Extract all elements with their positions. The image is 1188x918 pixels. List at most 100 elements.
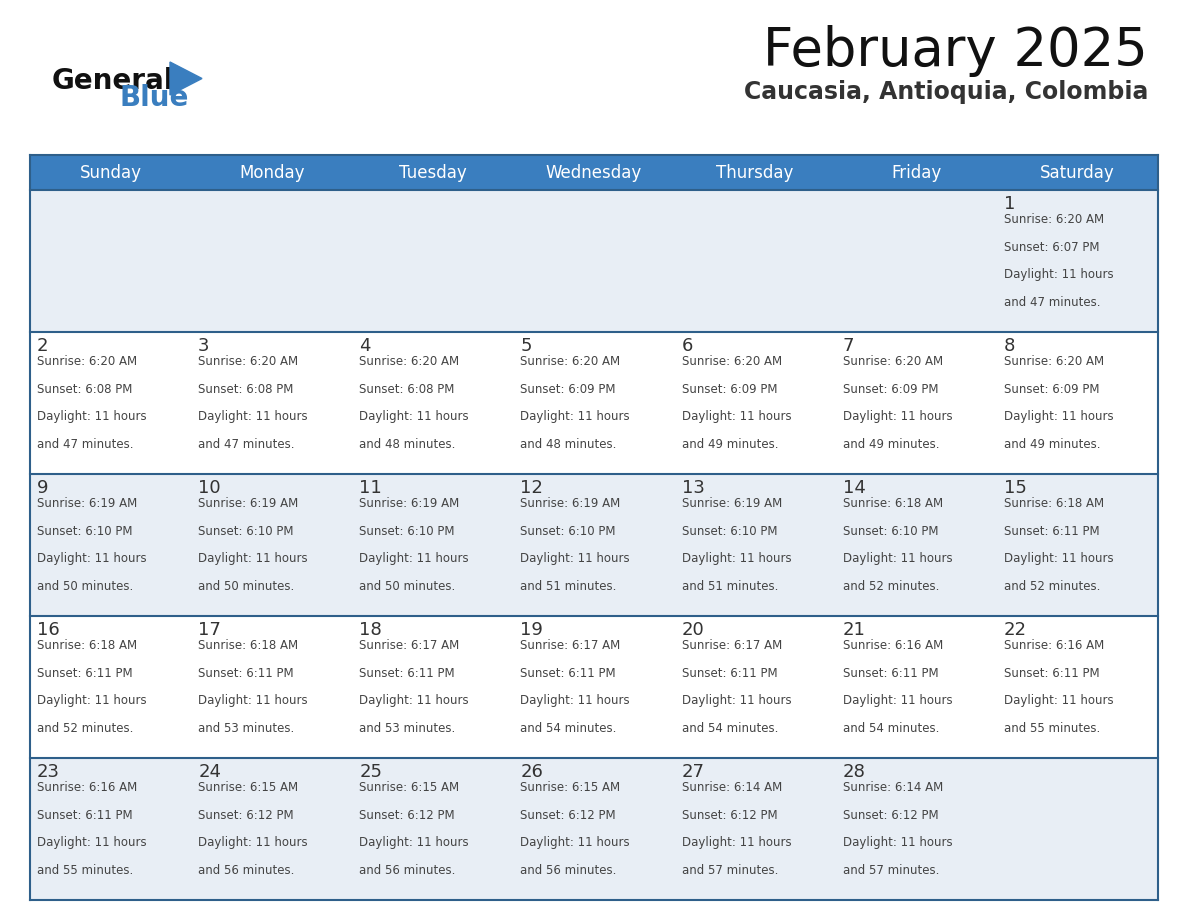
Text: and 53 minutes.: and 53 minutes. (359, 722, 455, 735)
Bar (191, 758, 353, 900)
Text: Monday: Monday (239, 163, 304, 182)
Text: Daylight: 11 hours: Daylight: 11 hours (842, 694, 953, 708)
Bar (353, 474, 513, 616)
Text: Sunrise: 6:20 AM: Sunrise: 6:20 AM (682, 355, 782, 368)
Text: Sunrise: 6:20 AM: Sunrise: 6:20 AM (1004, 355, 1104, 368)
Text: Sunrise: 6:19 AM: Sunrise: 6:19 AM (682, 497, 782, 510)
Text: 22: 22 (1004, 621, 1026, 639)
Text: Sunrise: 6:18 AM: Sunrise: 6:18 AM (37, 639, 137, 652)
Text: Sunrise: 6:18 AM: Sunrise: 6:18 AM (198, 639, 298, 652)
Text: Sunset: 6:10 PM: Sunset: 6:10 PM (842, 525, 939, 538)
Text: Daylight: 11 hours: Daylight: 11 hours (37, 410, 146, 423)
Bar (675, 190, 835, 332)
Bar (353, 758, 513, 900)
Text: Sunset: 6:11 PM: Sunset: 6:11 PM (1004, 666, 1099, 679)
Text: Caucasia, Antioquia, Colombia: Caucasia, Antioquia, Colombia (744, 80, 1148, 104)
Text: 28: 28 (842, 763, 866, 781)
Text: Daylight: 11 hours: Daylight: 11 hours (37, 553, 146, 565)
Text: Sunset: 6:10 PM: Sunset: 6:10 PM (520, 525, 615, 538)
Text: Daylight: 11 hours: Daylight: 11 hours (198, 836, 308, 849)
Text: 19: 19 (520, 621, 543, 639)
Bar (997, 155, 1158, 190)
Text: Sunset: 6:12 PM: Sunset: 6:12 PM (198, 809, 293, 822)
Text: Daylight: 11 hours: Daylight: 11 hours (520, 694, 630, 708)
Bar (30, 332, 191, 474)
Text: and 49 minutes.: and 49 minutes. (682, 438, 778, 451)
Text: Sunrise: 6:19 AM: Sunrise: 6:19 AM (520, 497, 620, 510)
Text: Sunrise: 6:14 AM: Sunrise: 6:14 AM (682, 781, 782, 794)
Text: and 53 minutes.: and 53 minutes. (198, 722, 295, 735)
Text: Sunrise: 6:19 AM: Sunrise: 6:19 AM (198, 497, 298, 510)
Text: 8: 8 (1004, 337, 1016, 355)
Text: Sunrise: 6:14 AM: Sunrise: 6:14 AM (842, 781, 943, 794)
Text: Daylight: 11 hours: Daylight: 11 hours (682, 553, 791, 565)
Text: Friday: Friday (891, 163, 941, 182)
Text: Sunset: 6:09 PM: Sunset: 6:09 PM (682, 383, 777, 396)
Text: Sunset: 6:11 PM: Sunset: 6:11 PM (1004, 525, 1099, 538)
Text: 20: 20 (682, 621, 704, 639)
Bar (835, 155, 997, 190)
Text: Daylight: 11 hours: Daylight: 11 hours (198, 410, 308, 423)
Text: Sunset: 6:10 PM: Sunset: 6:10 PM (198, 525, 293, 538)
Text: and 52 minutes.: and 52 minutes. (842, 580, 939, 593)
Bar (191, 474, 353, 616)
Text: 10: 10 (198, 479, 221, 497)
Text: and 47 minutes.: and 47 minutes. (198, 438, 295, 451)
Text: Sunset: 6:11 PM: Sunset: 6:11 PM (842, 666, 939, 679)
Text: Sunset: 6:12 PM: Sunset: 6:12 PM (359, 809, 455, 822)
Text: Sunrise: 6:17 AM: Sunrise: 6:17 AM (359, 639, 460, 652)
Text: and 57 minutes.: and 57 minutes. (842, 864, 939, 877)
Text: Daylight: 11 hours: Daylight: 11 hours (1004, 694, 1113, 708)
Text: and 52 minutes.: and 52 minutes. (1004, 580, 1100, 593)
Text: Sunrise: 6:15 AM: Sunrise: 6:15 AM (359, 781, 460, 794)
Text: Sunrise: 6:20 AM: Sunrise: 6:20 AM (198, 355, 298, 368)
Text: 14: 14 (842, 479, 866, 497)
Text: 1: 1 (1004, 195, 1016, 213)
Text: 25: 25 (359, 763, 383, 781)
Text: 5: 5 (520, 337, 532, 355)
Text: Daylight: 11 hours: Daylight: 11 hours (359, 553, 469, 565)
Text: and 51 minutes.: and 51 minutes. (520, 580, 617, 593)
Text: Thursday: Thursday (716, 163, 794, 182)
Text: Sunset: 6:09 PM: Sunset: 6:09 PM (520, 383, 615, 396)
Text: 3: 3 (198, 337, 209, 355)
Text: and 56 minutes.: and 56 minutes. (359, 864, 456, 877)
Text: Sunset: 6:11 PM: Sunset: 6:11 PM (682, 666, 777, 679)
Text: Sunrise: 6:17 AM: Sunrise: 6:17 AM (520, 639, 620, 652)
Text: Sunset: 6:09 PM: Sunset: 6:09 PM (842, 383, 939, 396)
Text: and 55 minutes.: and 55 minutes. (1004, 722, 1100, 735)
Text: Sunset: 6:10 PM: Sunset: 6:10 PM (37, 525, 133, 538)
Text: and 47 minutes.: and 47 minutes. (37, 438, 133, 451)
Bar (30, 758, 191, 900)
Text: Daylight: 11 hours: Daylight: 11 hours (1004, 268, 1113, 282)
Bar (513, 332, 675, 474)
Text: Sunset: 6:08 PM: Sunset: 6:08 PM (37, 383, 132, 396)
Bar (997, 332, 1158, 474)
Text: Saturday: Saturday (1040, 163, 1114, 182)
Text: and 54 minutes.: and 54 minutes. (842, 722, 939, 735)
Text: 24: 24 (198, 763, 221, 781)
Bar (353, 332, 513, 474)
Text: Daylight: 11 hours: Daylight: 11 hours (1004, 553, 1113, 565)
Bar (835, 616, 997, 758)
Text: Sunset: 6:12 PM: Sunset: 6:12 PM (842, 809, 939, 822)
Text: Sunrise: 6:16 AM: Sunrise: 6:16 AM (1004, 639, 1104, 652)
Text: 23: 23 (37, 763, 61, 781)
Bar (30, 190, 191, 332)
Text: Daylight: 11 hours: Daylight: 11 hours (1004, 410, 1113, 423)
Text: Sunrise: 6:15 AM: Sunrise: 6:15 AM (198, 781, 298, 794)
Bar (191, 190, 353, 332)
Text: and 48 minutes.: and 48 minutes. (520, 438, 617, 451)
Text: Daylight: 11 hours: Daylight: 11 hours (520, 410, 630, 423)
Text: and 54 minutes.: and 54 minutes. (682, 722, 778, 735)
Bar (997, 616, 1158, 758)
Text: and 47 minutes.: and 47 minutes. (1004, 297, 1100, 309)
Text: Daylight: 11 hours: Daylight: 11 hours (359, 836, 469, 849)
Text: Sunset: 6:10 PM: Sunset: 6:10 PM (682, 525, 777, 538)
Text: and 56 minutes.: and 56 minutes. (198, 864, 295, 877)
Text: and 50 minutes.: and 50 minutes. (37, 580, 133, 593)
Text: Sunset: 6:10 PM: Sunset: 6:10 PM (359, 525, 455, 538)
Text: Daylight: 11 hours: Daylight: 11 hours (198, 694, 308, 708)
Text: Sunrise: 6:20 AM: Sunrise: 6:20 AM (842, 355, 943, 368)
Text: Sunset: 6:12 PM: Sunset: 6:12 PM (520, 809, 617, 822)
